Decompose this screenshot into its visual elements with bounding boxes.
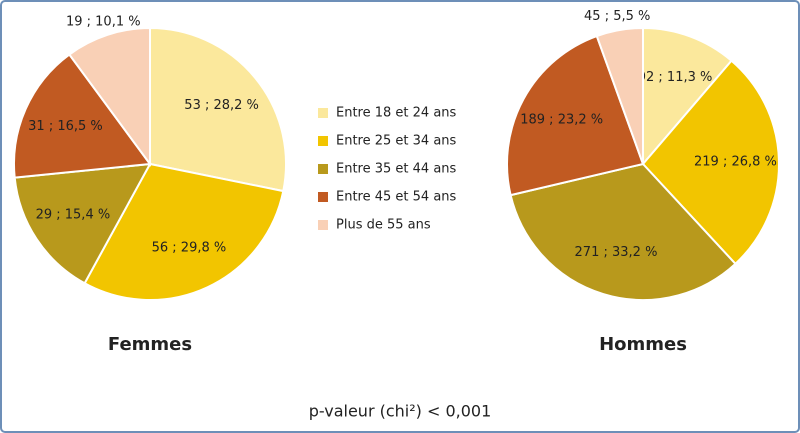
legend-label: Entre 25 et 34 ans — [336, 134, 457, 149]
pie-slice — [149, 26, 287, 193]
pie-slice — [13, 162, 152, 285]
pie-slice — [595, 26, 644, 165]
pie-slice — [506, 34, 645, 197]
pie-slice — [13, 53, 152, 179]
data-label: 29 ; 15,4 % — [36, 208, 111, 223]
legend-label: Entre 18 et 24 ans — [336, 106, 457, 121]
pie-title: Hommes — [599, 334, 687, 355]
data-label: 92 ; 11,3 % — [638, 70, 713, 85]
data-label: 31 ; 16,5 % — [28, 119, 103, 134]
caption: p-valeur (chi²) < 0,001 — [309, 402, 492, 421]
legend-label: Entre 45 et 54 ans — [336, 190, 457, 205]
pie-title: Femmes — [108, 334, 192, 355]
data-label: 53 ; 28,2 % — [184, 98, 259, 113]
data-label: 45 ; 5,5 % — [584, 9, 650, 24]
data-label: 219 ; 26,8 % — [694, 155, 777, 170]
data-label: 19 ; 10,1 % — [66, 14, 141, 29]
data-label: 189 ; 23,2 % — [520, 112, 603, 127]
pie-slice — [509, 162, 737, 301]
legend-swatch — [318, 220, 328, 230]
legend-label: Entre 35 et 44 ans — [336, 162, 457, 177]
data-label: 271 ; 33,2 % — [575, 245, 658, 260]
pie-slice — [83, 162, 285, 301]
pie-slice — [642, 26, 733, 167]
legend-swatch — [318, 164, 328, 174]
legend-label: Plus de 55 ans — [336, 218, 431, 233]
legend-swatch — [318, 108, 328, 118]
legend-swatch — [318, 136, 328, 146]
data-label: 56 ; 29,8 % — [152, 240, 227, 255]
pie-slice — [641, 59, 780, 266]
legend-swatch — [318, 192, 328, 202]
pie-slice — [67, 26, 151, 168]
